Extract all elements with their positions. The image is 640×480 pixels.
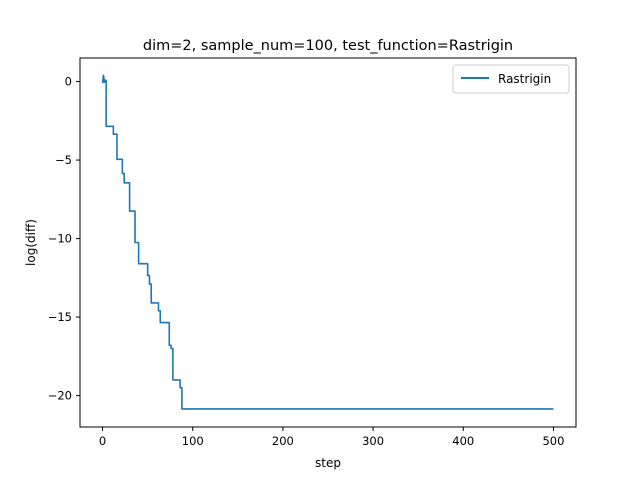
legend-label-rastrigin: Rastrigin xyxy=(498,72,551,86)
y-tick-label: −10 xyxy=(48,232,72,246)
x-tick-label: 0 xyxy=(99,434,106,448)
y-axis: 0 −5 −10 −15 −20 xyxy=(48,75,80,403)
y-tick-label: −5 xyxy=(55,153,72,167)
plot-series-layer xyxy=(101,74,554,410)
x-tick-label: 100 xyxy=(182,434,204,448)
x-tick-label: 500 xyxy=(542,434,564,448)
y-tick-label: −20 xyxy=(48,389,72,403)
plot-frame xyxy=(79,57,577,428)
x-axis-label: step xyxy=(315,456,341,470)
x-tick-label: 200 xyxy=(272,434,294,448)
series-line-rastrigin xyxy=(101,74,554,410)
chart-title: dim=2, sample_num=100, test_function=Ras… xyxy=(143,38,513,54)
y-tick-label: 0 xyxy=(65,75,72,89)
x-tick-label: 300 xyxy=(362,434,384,448)
x-tick-label: 400 xyxy=(452,434,474,448)
y-tick-label: −15 xyxy=(48,310,72,324)
legend-box xyxy=(452,64,570,94)
x-axis: 0 100 200 300 400 500 xyxy=(99,427,564,448)
y-axis-label: log(diff) xyxy=(24,219,38,266)
legend: Rastrigin xyxy=(452,64,570,94)
